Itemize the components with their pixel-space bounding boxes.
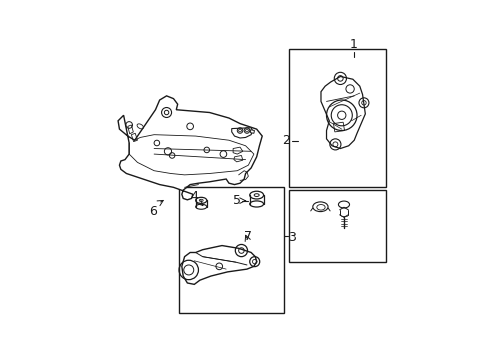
Text: 2: 2 [282, 134, 290, 147]
Polygon shape [232, 128, 252, 138]
Polygon shape [250, 130, 254, 133]
Ellipse shape [199, 199, 203, 202]
Text: 3: 3 [289, 231, 296, 244]
Ellipse shape [339, 201, 349, 208]
Ellipse shape [196, 197, 207, 203]
Polygon shape [118, 96, 262, 200]
Ellipse shape [313, 202, 328, 212]
Text: 4: 4 [191, 190, 198, 203]
Bar [290, 190, 386, 262]
Ellipse shape [250, 201, 264, 207]
Text: 1: 1 [350, 38, 358, 51]
Text: 5: 5 [233, 194, 241, 207]
Bar [290, 49, 386, 187]
Ellipse shape [254, 194, 259, 197]
Ellipse shape [250, 191, 264, 199]
Bar [179, 187, 284, 314]
Ellipse shape [196, 204, 207, 209]
Polygon shape [182, 246, 257, 284]
Polygon shape [321, 76, 366, 149]
Text: 6: 6 [149, 205, 157, 219]
Text: 7: 7 [245, 230, 252, 243]
